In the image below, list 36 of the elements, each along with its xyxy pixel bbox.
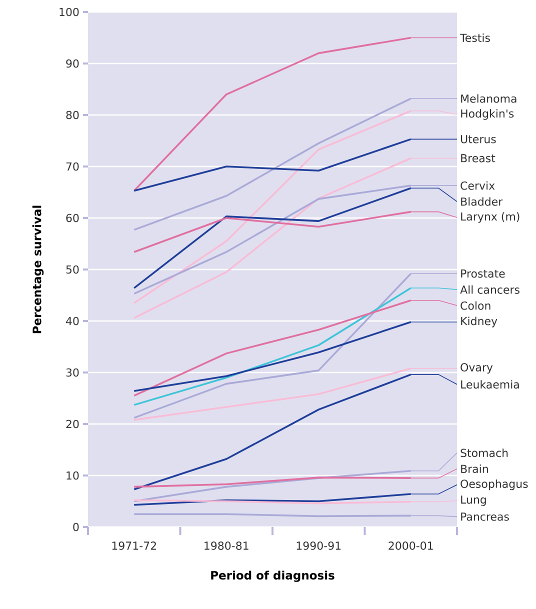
x-tick-label: 1990-91 (296, 542, 341, 550)
y-tick-label: 70 (66, 162, 79, 171)
x-tick-label: 1971-72 (112, 542, 156, 550)
legend-label: Cervix (460, 181, 495, 190)
y-tick-label: 50 (66, 265, 79, 274)
y-tick-label: 20 (66, 420, 79, 428)
y-tick-label: 90 (66, 59, 79, 68)
y-tick-label: 60 (66, 214, 79, 222)
y-tick-label: 30 (66, 368, 79, 377)
legend-label: Ovary (460, 363, 493, 374)
legend-label: Brain (461, 464, 488, 474)
legend-label: Bladder (461, 197, 503, 206)
y-tick-label: 80 (66, 110, 79, 120)
legend-label: Oesophagus (460, 479, 528, 490)
legend-label: Pancreas (461, 512, 509, 521)
legend-label: Kidney (461, 316, 498, 328)
x-axis-title: Period of diagnosis (211, 570, 334, 582)
legend-label: All cancers (460, 285, 520, 294)
legend-label: Breast (461, 154, 496, 162)
legend-label: Uterus (461, 135, 496, 144)
legend-label: Leukaemia (461, 380, 519, 389)
legend-label: Testis (460, 33, 490, 42)
legend-label: Lung (461, 496, 486, 506)
y-tick-label: 100 (60, 8, 79, 16)
legend-label: Colon (460, 301, 490, 310)
y-tick-label: 10 (66, 471, 79, 480)
y-tick-label: 40 (66, 316, 79, 326)
y-tick-label: 0 (73, 522, 79, 532)
x-tick-label: 2000-01 (388, 542, 433, 550)
legend-label: Melanoma (461, 94, 516, 103)
legend-label: Prostate (461, 270, 505, 278)
x-tick-label: 1980-81 (204, 542, 248, 550)
legend-label: Larynx (m) (461, 212, 520, 223)
text: Stomach (460, 448, 508, 458)
y-axis-title: Percentage survival (32, 206, 44, 334)
legend-label: Hodgkin's (461, 109, 514, 120)
